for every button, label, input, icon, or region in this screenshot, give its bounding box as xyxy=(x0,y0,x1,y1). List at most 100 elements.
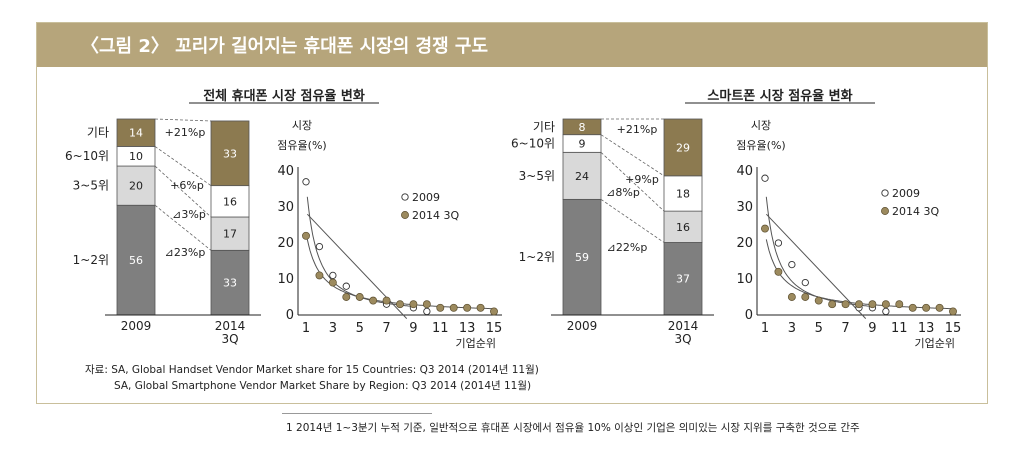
smartphone-bars-segment-label-1: 3~5위 xyxy=(519,169,555,183)
smartphone-bars-category-1-0: 2014 xyxy=(668,319,699,333)
handset-bars-title: 전체 휴대폰 시장 점유율 변화 xyxy=(203,88,365,104)
smartphone-bars-segment-label-3: 기타 xyxy=(533,120,555,134)
smartphone-scatter-trend-0 xyxy=(765,196,873,307)
handset-scatter-point-1-5 xyxy=(369,296,378,305)
smartphone-scatter-point-0-0 xyxy=(761,174,769,182)
handset-bars-bar-label-1-3: 33 xyxy=(223,147,237,160)
handset-scatter-ylabel-1: 점유율(%) xyxy=(277,139,326,152)
handset-bars-change-label-2: ⊿3%p xyxy=(172,208,206,221)
smartphone-scatter-point-0-2 xyxy=(788,260,796,269)
smartphone-bars-segment-label-0: 1~2위 xyxy=(519,250,555,264)
handset-bars-bar-0-3 xyxy=(116,118,156,147)
handset-bars-category-1-0: 2014 xyxy=(215,319,246,333)
smartphone-scatter-legend-marker-0 xyxy=(881,189,889,197)
smartphone-scatter-steep-line xyxy=(765,213,867,319)
smartphone-bars-change-label-1: +9%p xyxy=(625,173,659,186)
smartphone-scatter-point-1-8 xyxy=(868,300,877,309)
handset-scatter-legend-marker-0 xyxy=(401,193,409,201)
handset-bars-segment-label-1: 3~5위 xyxy=(73,179,109,193)
smartphone-bars-bar-1-3 xyxy=(663,118,703,177)
handset-bars-bar-label-0-0: 56 xyxy=(129,254,143,267)
handset-scatter-point-1-13 xyxy=(476,303,485,312)
handset-scatter-xtick-1: 3 xyxy=(329,321,337,336)
smartphone-bars-bar-label-0-0: 59 xyxy=(575,251,589,264)
handset-scatter-xtick-6: 13 xyxy=(459,321,476,336)
handset-scatter-point-1-12 xyxy=(463,303,472,312)
smartphone-bars-category-1-1: 3Q xyxy=(674,332,691,346)
handset-bars-segment-label-3: 기타 xyxy=(87,126,109,140)
smartphone-scatter-point-0-3 xyxy=(801,278,809,287)
charts-canvas: 전체 휴대폰 시장 점유율 변화562010142009331716332014… xyxy=(65,88,961,350)
smartphone-bars-change-label-3: ⊿22%p xyxy=(607,241,648,254)
handset-bars-connector-2 xyxy=(154,146,212,186)
smartphone-bars-bar-label-0-1: 24 xyxy=(575,170,589,183)
handset-scatter-point-1-7 xyxy=(396,300,404,309)
title-banner: 〈그림 2〉 꼬리가 길어지는 휴대폰 시장의 경쟁 구도 xyxy=(37,23,987,67)
handset-bars-bar-1-2 xyxy=(210,185,250,218)
smartphone-scatter-xtick-5: 11 xyxy=(891,321,908,336)
smartphone-scatter-point-1-1 xyxy=(774,267,783,276)
smartphone-bars-bar-label-0-3: 8 xyxy=(579,121,586,134)
handset-scatter-point-1-11 xyxy=(449,303,458,312)
smartphone-bars-bar-label-1-3: 29 xyxy=(676,141,690,154)
handset-bars-connector-0 xyxy=(154,204,212,251)
smartphone-scatter-xtick-4: 9 xyxy=(868,321,876,336)
figure-title: 〈그림 2〉 꼬리가 길어지는 휴대폰 시장의 경쟁 구도 xyxy=(81,36,489,57)
handset-scatter-ytick-1: 10 xyxy=(277,272,294,287)
smartphone-bars-category-0-0: 2009 xyxy=(567,319,598,333)
handset-scatter-point-0-9 xyxy=(423,307,431,316)
smartphone-scatter-xtick-1: 3 xyxy=(788,321,796,336)
smartphone-scatter-ylabel-1: 점유율(%) xyxy=(736,139,785,152)
handset-scatter-ytick-0: 0 xyxy=(286,308,294,323)
handset-bars-change-label-0: +21%p xyxy=(165,126,206,139)
handset-bars-segment-label-0: 1~2위 xyxy=(73,253,109,267)
source-line-1: 자료: SA, Global Handset Vendor Market sha… xyxy=(85,364,539,376)
smartphone-bars-change-label-2: ⊿8%p xyxy=(606,186,640,199)
handset-bars-bar-1-3 xyxy=(210,120,250,187)
smartphone-bars-bar-0-3 xyxy=(562,118,602,136)
smartphone-scatter-point-1-2 xyxy=(787,293,796,301)
handset-bars-category-1-1: 3Q xyxy=(221,332,238,346)
smartphone-scatter-point-1-13 xyxy=(935,303,944,312)
smartphone-scatter-xlabel: 기업순위 xyxy=(915,337,955,350)
smartphone-bars-bar-label-1-2: 18 xyxy=(676,187,690,200)
footnote-rule xyxy=(282,413,432,414)
handset-scatter-legend-marker-1 xyxy=(401,211,409,219)
handset-bars-bar-label-0-2: 10 xyxy=(129,150,143,163)
handset-scatter-point-0-3 xyxy=(342,282,350,290)
handset-scatter-point-1-3 xyxy=(342,293,351,301)
handset-scatter-ylabel-0: 시장 xyxy=(292,119,312,132)
handset-bars-connector-3 xyxy=(154,118,212,122)
handset-bars-connector-1 xyxy=(154,165,212,218)
figure-panel: 〈그림 2〉 꼬리가 길어지는 휴대폰 시장의 경쟁 구도 전체 휴대폰 시장 … xyxy=(36,22,988,404)
handset-bars-bar-1-0 xyxy=(210,249,250,316)
handset-scatter-point-1-6 xyxy=(382,296,391,305)
smartphone-bars-connector-2 xyxy=(600,134,665,177)
smartphone-scatter-xtick-2: 5 xyxy=(815,321,823,336)
smartphone-bars-bar-1-2 xyxy=(663,175,703,212)
handset-bars-bar-label-0-3: 14 xyxy=(129,127,143,140)
smartphone-scatter-xtick-3: 7 xyxy=(841,321,849,336)
smartphone-scatter-ytick-4: 40 xyxy=(736,164,753,179)
smartphone-scatter-point-1-10 xyxy=(895,300,904,309)
smartphone-scatter-ytick-1: 10 xyxy=(736,272,753,287)
smartphone-bars-bar-0-0 xyxy=(562,198,602,316)
smartphone-scatter-ylabel-0: 시장 xyxy=(751,119,771,132)
smartphone-scatter-legend-marker-1 xyxy=(881,207,889,215)
smartphone-scatter-point-1-14 xyxy=(949,307,957,316)
handset-bars-category-0-0: 2009 xyxy=(121,319,152,333)
handset-bars-bar-label-1-0: 33 xyxy=(223,277,237,290)
handset-scatter-ytick-3: 30 xyxy=(277,200,294,215)
handset-scatter-ytick-4: 40 xyxy=(277,164,294,179)
smartphone-bars-title: 스마트폰 시장 점유율 변화 xyxy=(707,88,852,104)
smartphone-scatter-point-1-0 xyxy=(761,224,769,233)
smartphone-scatter-ytick-0: 0 xyxy=(745,308,753,323)
smartphone-bars-bar-1-1 xyxy=(663,210,703,243)
handset-scatter-point-0-0 xyxy=(302,178,310,186)
handset-scatter-xtick-5: 11 xyxy=(432,321,449,336)
smartphone-scatter-point-0-9 xyxy=(882,307,890,316)
smartphone-bars-change-label-0: +21%p xyxy=(617,123,658,136)
smartphone-scatter-point-1-11 xyxy=(908,303,917,312)
smartphone-scatter-ytick-2: 20 xyxy=(736,236,753,251)
handset-scatter-xtick-4: 9 xyxy=(409,321,417,336)
